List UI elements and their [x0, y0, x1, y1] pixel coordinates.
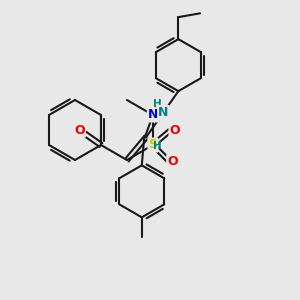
Text: H: H [153, 141, 162, 151]
Text: S: S [148, 139, 158, 152]
Text: O: O [74, 124, 85, 136]
Text: H: H [153, 99, 162, 110]
Text: N: N [148, 109, 158, 122]
Text: N: N [158, 106, 169, 119]
Text: O: O [167, 155, 178, 168]
Text: O: O [169, 124, 180, 137]
